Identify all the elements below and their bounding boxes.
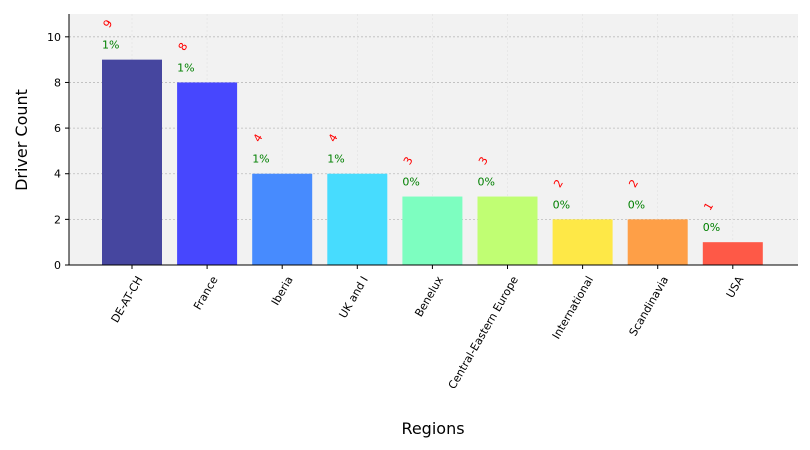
y-tick-label: 0 (54, 259, 61, 272)
x-tick-label: France (191, 274, 221, 312)
x-tick-label: USA (724, 274, 747, 301)
y-tick-label: 8 (54, 76, 61, 89)
bar (552, 219, 613, 265)
percent-label: 0% (703, 221, 720, 234)
bar (402, 196, 463, 265)
x-tick-label: Scandinavia (627, 274, 672, 338)
y-ticks: 0 2 4 6 8 10 (47, 31, 69, 272)
x-tick-label: UK and I (336, 274, 370, 321)
percent-label: 0% (402, 176, 419, 189)
x-ticks: DE-AT-CH France Iberia UK and I Benelux Centr… (109, 265, 747, 391)
x-axis-title: Regions (401, 419, 464, 438)
percent-label: 1% (102, 39, 119, 52)
y-tick-label: 4 (54, 168, 61, 181)
bar (627, 219, 688, 265)
y-axis-title: Driver Count (12, 89, 31, 191)
percent-label: 1% (327, 153, 344, 166)
x-tick-label: DE-AT-CH (109, 274, 146, 325)
y-tick-label: 6 (54, 122, 61, 135)
percent-label: 0% (553, 198, 570, 211)
percent-label: 0% (628, 198, 645, 211)
x-tick-label: Central-Eastern Europe (446, 274, 521, 392)
x-tick-label: Iberia (269, 274, 296, 308)
x-tick-label: Benelux (412, 274, 446, 320)
percent-label: 0% (478, 176, 495, 189)
bar (327, 173, 388, 265)
bar (477, 196, 538, 265)
y-tick-label: 2 (54, 213, 61, 226)
bar (702, 242, 763, 265)
bar (252, 173, 313, 265)
percent-label: 1% (177, 61, 194, 74)
percent-label: 1% (252, 153, 269, 166)
bar (102, 59, 162, 265)
bars (102, 59, 763, 265)
x-tick-label: International (550, 274, 596, 341)
y-tick-label: 10 (47, 31, 61, 44)
bar (177, 82, 238, 265)
